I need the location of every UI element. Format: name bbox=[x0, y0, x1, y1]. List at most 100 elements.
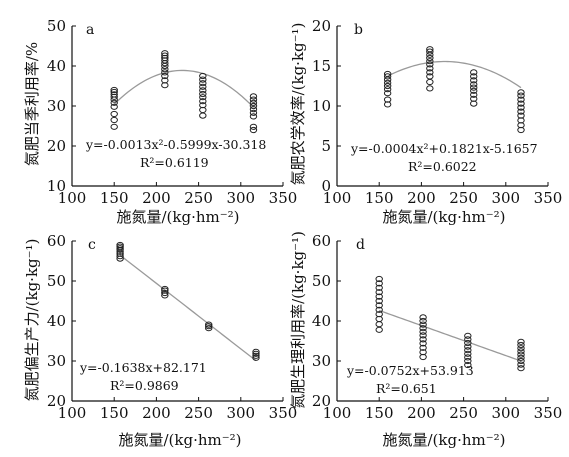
panel-a-data-point bbox=[161, 72, 169, 80]
panel-b-x-tick-label: 200 bbox=[407, 189, 436, 207]
panel-a-data-point bbox=[249, 113, 258, 120]
panel-d-y-tick-label: 60 bbox=[312, 232, 331, 250]
panel-a-data-point bbox=[199, 72, 207, 80]
panel-d-data-point bbox=[464, 332, 472, 339]
panel-a-r2: R²=0.6119 bbox=[140, 155, 209, 170]
panel-b-y-tick-label: 0 bbox=[321, 177, 331, 195]
panel-a-data-point bbox=[199, 90, 207, 98]
panel-a-data-point bbox=[249, 102, 258, 110]
panel-d-equation: y=-0.0752x+53.913 bbox=[346, 363, 474, 378]
panel-c-data-point bbox=[252, 350, 260, 357]
panel-d-x-tick-label: 100 bbox=[323, 404, 352, 422]
panel-a-data-point bbox=[249, 123, 258, 130]
panel-c-r2: R²=0.9869 bbox=[110, 378, 179, 393]
panel-a-trend-line bbox=[113, 69, 254, 108]
panel-d-data-point bbox=[517, 345, 525, 352]
panel-a-data-point bbox=[199, 87, 207, 94]
panel-c-equation: y=-0.1638x+82.171 bbox=[79, 360, 207, 375]
panel-b-data-point bbox=[517, 96, 525, 103]
panel-d: d 氮肥生理利用率/(kg·kg⁻¹) 施氮量/(kg·hm⁻²) y=-0.0… bbox=[289, 231, 562, 449]
panel-d-data-point bbox=[375, 306, 383, 313]
panel-b-letter: b bbox=[354, 22, 363, 38]
panel-d-ylabel: 氮肥生理利用率/(kg·kg⁻¹) bbox=[289, 231, 307, 409]
panel-b-data-point bbox=[517, 112, 525, 119]
panel-b-data-point bbox=[470, 81, 478, 88]
panel-c-data-point bbox=[252, 354, 260, 361]
panel-b-data-point bbox=[426, 65, 434, 72]
panel-d-data-point bbox=[375, 311, 383, 318]
panel-d-data-point bbox=[464, 343, 472, 350]
panel-b-y-tick-label: 15 bbox=[312, 57, 331, 75]
panel-d-data-point bbox=[375, 302, 383, 309]
panel-d-y-tick-label: 40 bbox=[312, 312, 331, 330]
panel-d-data-point bbox=[517, 348, 525, 355]
panel-b-data-point bbox=[517, 100, 525, 107]
panel-b-data-point bbox=[517, 89, 525, 96]
panel-b-r2: R²=0.6022 bbox=[408, 159, 477, 174]
panel-b-data-point bbox=[383, 90, 392, 97]
panel-d-data-point bbox=[464, 357, 472, 365]
panel-b-data-point bbox=[426, 69, 434, 76]
panel-c-data-point bbox=[161, 285, 169, 293]
panel-d-y-tick-label: 20 bbox=[312, 392, 331, 410]
panel-a-data-point bbox=[110, 103, 118, 110]
panel-d-data-point bbox=[419, 344, 427, 351]
panel-a-data-point bbox=[249, 109, 258, 116]
panel-c-y-tick-label: 30 bbox=[47, 352, 66, 370]
panel-b: b 氮肥农学效率/(kg·kg⁻¹) 施氮量/(kg·hm⁻²) y=-0.00… bbox=[289, 17, 562, 226]
panel-b-data-point bbox=[517, 92, 525, 99]
panel-d-xlabel: 施氮量/(kg·hm⁻²) bbox=[382, 431, 505, 449]
panel-d-data-point bbox=[419, 336, 427, 343]
panel-c: c 氮肥偏生产力/(kg·kg⁻¹) 施氮量/(kg·hm⁻²) y=-0.16… bbox=[23, 232, 297, 449]
panel-a-data-point bbox=[161, 52, 169, 59]
panel-d-data-point bbox=[464, 347, 472, 354]
panel-d-data-point bbox=[419, 321, 427, 328]
panel-c-data-point bbox=[252, 348, 260, 355]
panel-a-data-point bbox=[249, 93, 258, 100]
panel-a-x-tick-label: 200 bbox=[142, 189, 171, 207]
panel-d-data-point bbox=[517, 365, 525, 372]
panel-a-data-point bbox=[161, 77, 169, 84]
panel-b-data-point bbox=[383, 86, 392, 93]
panel-c-trend-line bbox=[119, 254, 257, 362]
panel-b-x-tick-label: 250 bbox=[449, 189, 478, 207]
panel-b-equation: y=-0.0004x²+0.1821x-5.1657 bbox=[350, 141, 538, 156]
panel-b-data-point bbox=[470, 77, 478, 84]
panel-b-y-tick-label: 20 bbox=[312, 17, 331, 35]
panel-a-data-point bbox=[249, 126, 258, 134]
panel-d-data-point bbox=[419, 314, 427, 321]
panel-a-data-point bbox=[199, 102, 207, 109]
panel-d-data-point bbox=[517, 357, 525, 365]
panel-b-data-point bbox=[426, 54, 434, 62]
panel-d-x-tick-label: 300 bbox=[491, 404, 520, 422]
panel-c-plot: 20 30 40 50 60 100 150 200 250 300 350 bbox=[47, 232, 297, 422]
panel-a: a 氮肥当季利用率/% 施氮量/(kg·hm⁻²) y=-0.0013x²-0.… bbox=[23, 17, 297, 226]
panel-c-x-tick-label: 200 bbox=[142, 404, 171, 422]
panel-d-plot: 20 30 40 50 60 100 150 200 250 300 350 bbox=[312, 232, 562, 422]
panel-c-ylabel: 氮肥偏生产力/(kg·kg⁻¹) bbox=[23, 239, 41, 402]
panel-b-data-point bbox=[426, 85, 434, 92]
panel-b-x-tick-label: 100 bbox=[323, 189, 352, 207]
panel-d-data-point bbox=[419, 317, 427, 325]
panel-c-x-tick-label: 150 bbox=[100, 404, 129, 422]
panel-d-x-tick-label: 250 bbox=[449, 404, 478, 422]
panel-a-ylabel: 氮肥当季利用率/% bbox=[23, 42, 41, 166]
panel-a-data-point bbox=[161, 50, 169, 57]
panel-c-data-point bbox=[205, 321, 213, 328]
panel-c-y-tick-label: 50 bbox=[47, 272, 66, 290]
panel-d-data-point bbox=[419, 349, 427, 356]
panel-d-x-tick-label: 200 bbox=[407, 404, 436, 422]
panel-a-data-point bbox=[161, 66, 169, 73]
panel-a-data-point bbox=[110, 116, 118, 124]
panel-a-data-point bbox=[110, 110, 118, 118]
panel-a-y-tick-label: 20 bbox=[47, 137, 66, 155]
panel-d-data-point bbox=[464, 361, 472, 369]
panel-b-x-tick-label: 350 bbox=[534, 189, 563, 207]
panel-a-y-tick-label: 40 bbox=[47, 57, 66, 75]
panel-d-data-point bbox=[517, 341, 525, 349]
panel-c-x-tick-label: 250 bbox=[184, 404, 213, 422]
panel-d-data-point bbox=[419, 332, 427, 339]
panel-c-xlabel: 施氮量/(kg·hm⁻²) bbox=[118, 431, 241, 449]
panel-a-y-tick-label: 10 bbox=[47, 177, 66, 195]
panel-d-data-point bbox=[375, 321, 383, 328]
